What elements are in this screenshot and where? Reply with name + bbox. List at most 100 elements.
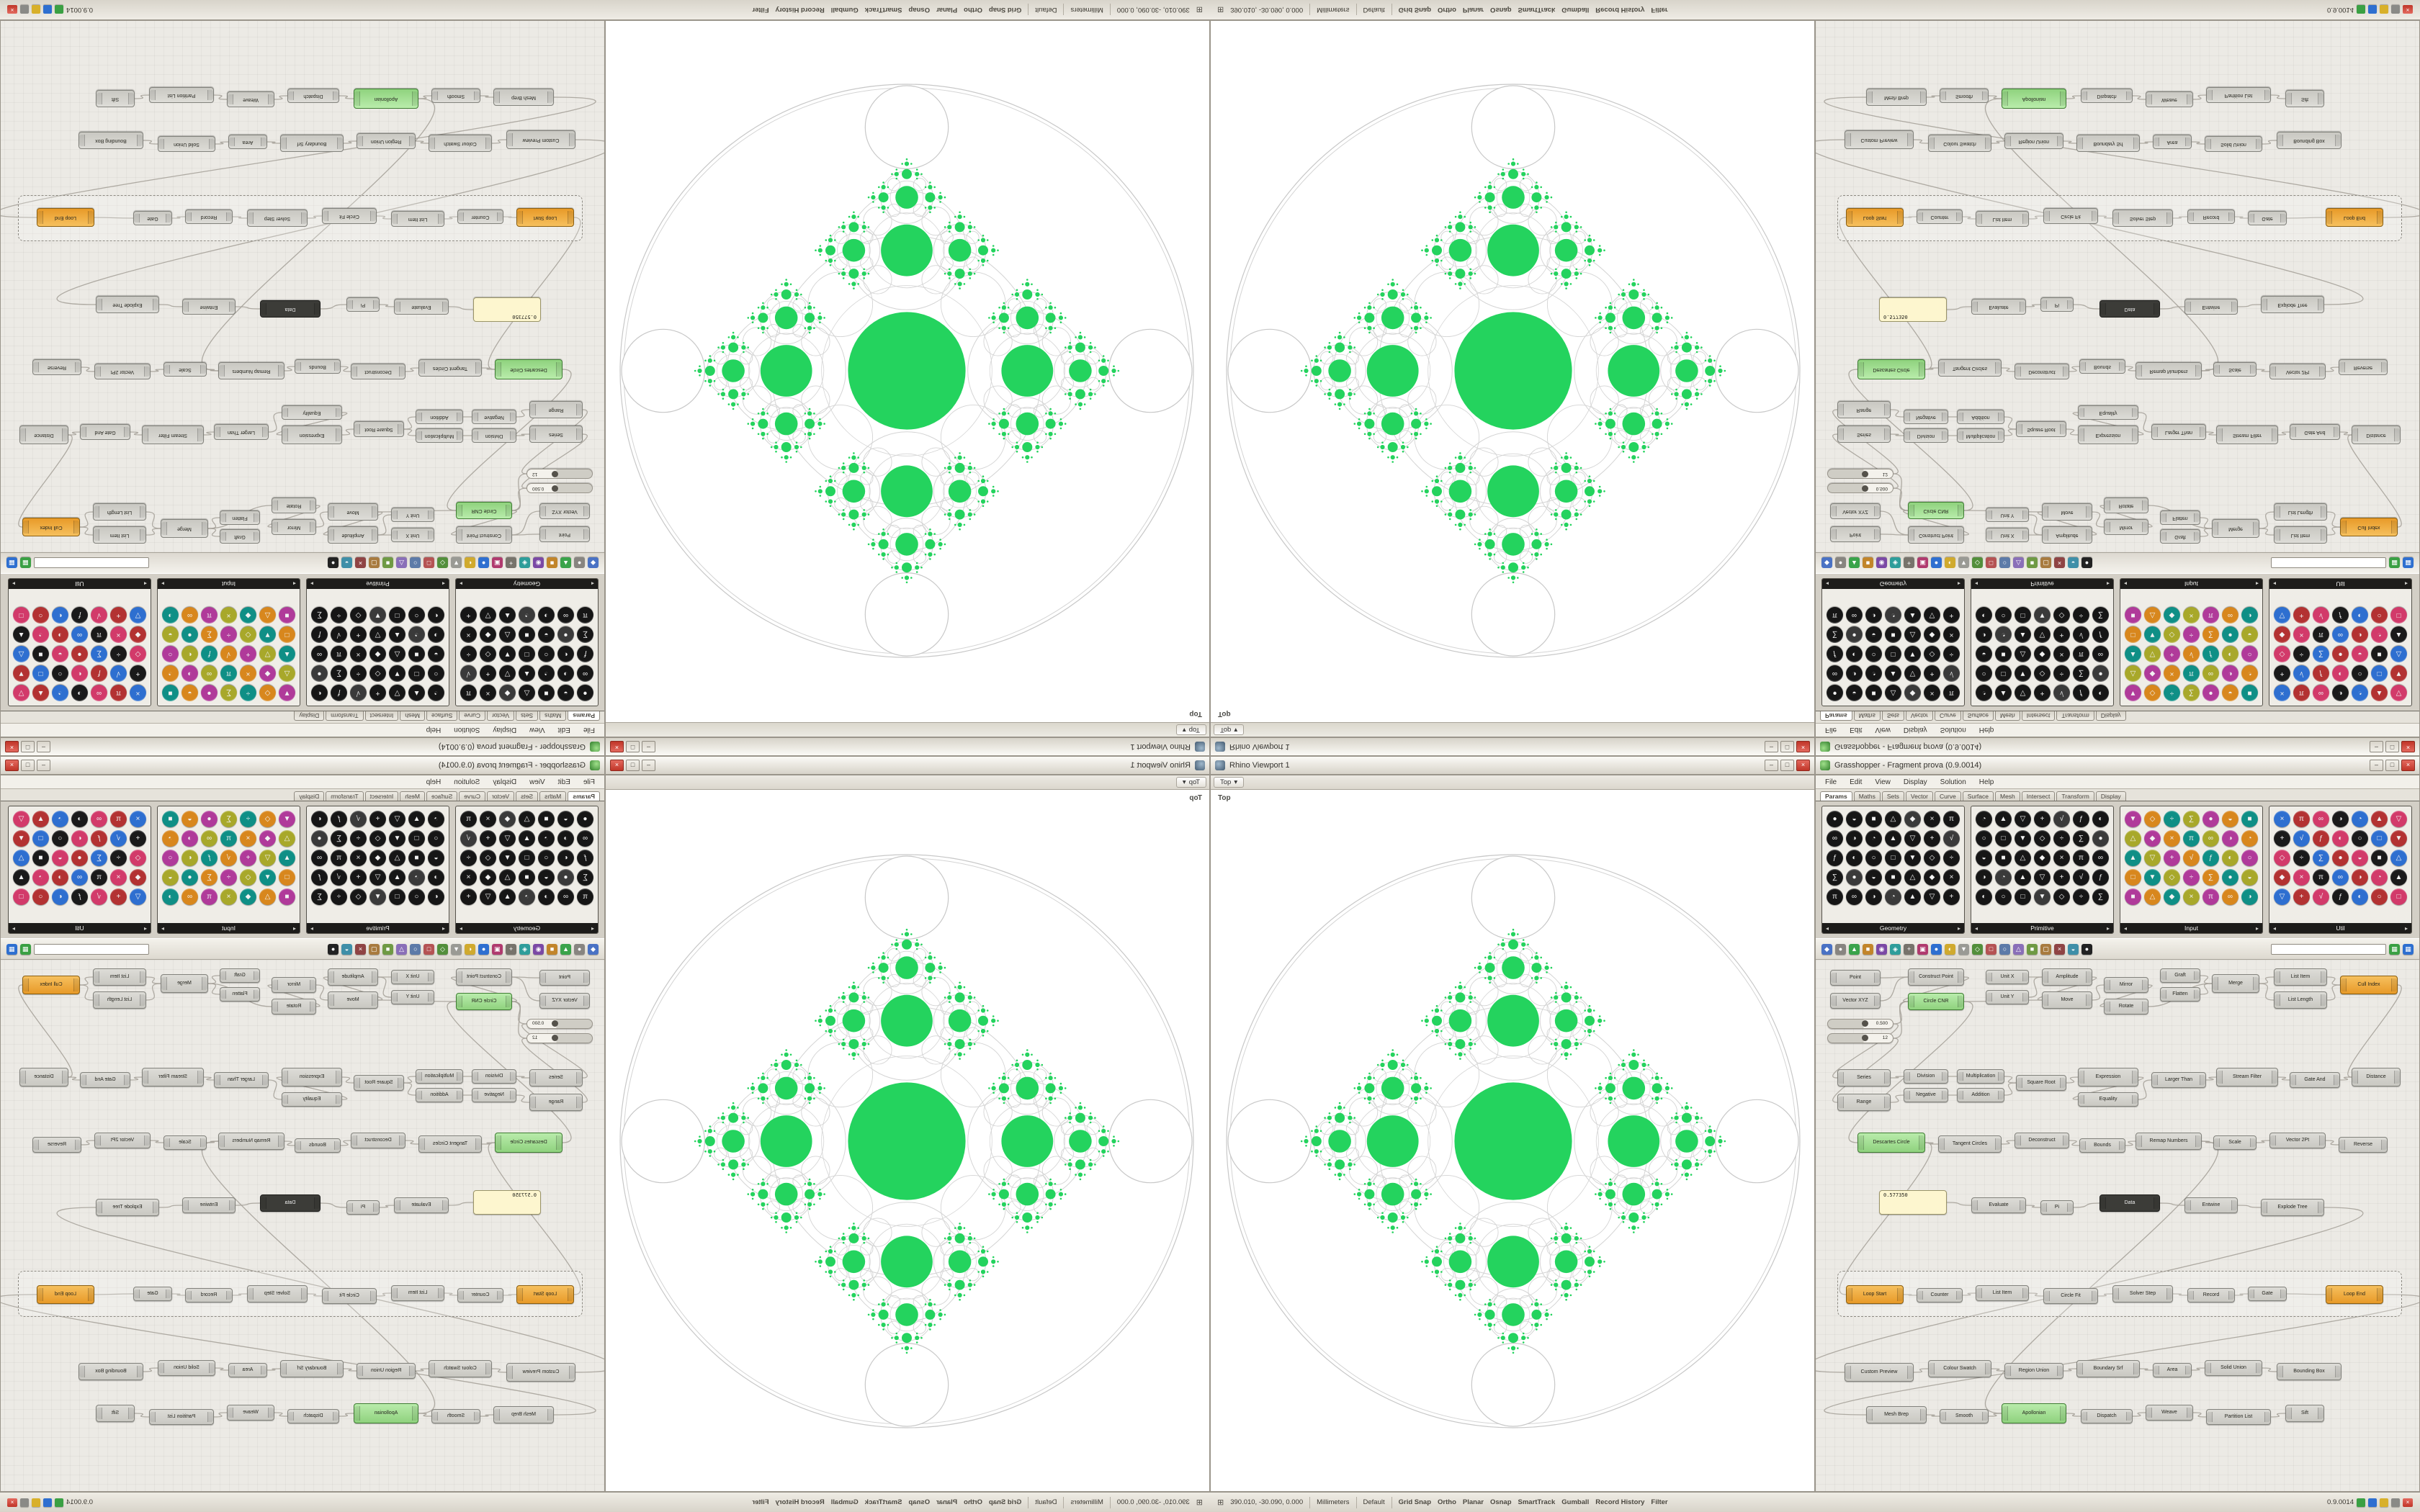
gh-node-0-500[interactable]: 0.500 <box>1827 1019 1894 1029</box>
gh-node-move[interactable]: Move <box>328 503 378 521</box>
component-icon[interactable]: ◑ <box>538 607 555 624</box>
component-icon[interactable]: ▲ <box>13 869 30 886</box>
component-icon[interactable]: + <box>130 665 146 682</box>
component-icon[interactable]: ■ <box>519 869 535 886</box>
viewport-tab-top[interactable]: Top ▾ <box>1175 777 1206 788</box>
gh-node-remap-numbers[interactable]: Remap Numbers <box>2136 362 2202 379</box>
component-icon[interactable]: ◇ <box>480 646 496 662</box>
toolbar-view-button[interactable]: ▦ <box>2389 943 2400 955</box>
component-icon[interactable]: ◆ <box>130 869 146 886</box>
component-icon[interactable]: √ <box>1943 830 1960 847</box>
component-icon[interactable]: × <box>1943 626 1960 643</box>
gh-node-negative[interactable]: Negative <box>472 410 516 424</box>
gh-node-amplitude[interactable]: Amplitude <box>2042 526 2092 544</box>
component-icon[interactable]: ■ <box>2371 646 2388 662</box>
component-icon[interactable]: π <box>220 830 237 847</box>
component-icon[interactable]: × <box>2053 646 2070 662</box>
component-icon[interactable]: □ <box>1885 850 1901 866</box>
component-icon[interactable]: √ <box>2053 685 2070 701</box>
component-icon[interactable]: ● <box>1846 869 1863 886</box>
gh-node-circle-cnr[interactable]: Circle CNR <box>456 993 512 1010</box>
component-icon[interactable]: π <box>201 888 218 905</box>
gh-node-0-500[interactable]: 0.500 <box>526 1019 593 1029</box>
component-icon[interactable]: ƒ <box>201 646 218 662</box>
component-icon[interactable]: ○ <box>1865 646 1882 662</box>
component-icon[interactable]: ∑ <box>331 665 347 682</box>
gh-node-partition-list[interactable]: Partition List <box>2206 1409 2271 1425</box>
gh-node-series[interactable]: Series <box>529 1069 583 1086</box>
toolbar-icon[interactable]: ▼ <box>451 557 462 569</box>
component-icon[interactable]: ● <box>1846 626 1863 643</box>
gh-node-point[interactable]: Point <box>1830 970 1881 986</box>
gh-node-multiplication[interactable]: Multiplication <box>416 1069 463 1084</box>
component-icon[interactable]: ◐ <box>428 607 444 624</box>
gh-canvas[interactable]: Point Vector XYZ 0.500 12 Construct Point Cir… <box>1816 960 2419 1491</box>
toolbar-icon[interactable]: ◐ <box>1945 557 1955 569</box>
component-icon[interactable]: □ <box>2125 626 2141 643</box>
component-icon[interactable]: □ <box>1885 646 1901 662</box>
component-icon[interactable]: ■ <box>1995 850 2012 866</box>
toolbar-icon[interactable]: ○ <box>410 943 421 955</box>
component-icon[interactable]: √ <box>1943 665 1960 682</box>
component-icon[interactable]: ◐ <box>2222 646 2238 662</box>
gh-node-sift[interactable]: Sift <box>96 1405 135 1422</box>
menu-solution[interactable]: Solution <box>1940 726 1966 734</box>
tab-transform[interactable]: Transform <box>2056 791 2094 801</box>
component-icon[interactable]: ◐ <box>1976 888 1992 905</box>
component-icon[interactable]: ◔ <box>2241 665 2258 682</box>
tab-surface[interactable]: Surface <box>426 711 458 721</box>
status-toggle-ortho[interactable]: Ortho <box>964 6 982 14</box>
status-toggle-ortho[interactable]: Ortho <box>964 1498 982 1506</box>
component-icon[interactable]: ▽ <box>1904 665 1921 682</box>
toolbar-icon[interactable]: ◆ <box>588 943 599 955</box>
menu-edit[interactable]: Edit <box>1850 778 1863 786</box>
gh-node-remap-numbers[interactable]: Remap Numbers <box>218 1133 284 1150</box>
component-icon[interactable]: ◒ <box>2241 626 2258 643</box>
gh-node-area[interactable]: Area <box>2153 1363 2192 1377</box>
gh-node-12[interactable]: 12 <box>526 1033 593 1043</box>
component-icon[interactable]: √ <box>220 646 237 662</box>
component-icon[interactable]: ○ <box>428 665 444 682</box>
component-icon[interactable]: ■ <box>32 850 49 866</box>
component-icon[interactable]: ◆ <box>1904 685 1921 701</box>
gh-close-button[interactable]: × <box>2401 760 2415 771</box>
toolbar-icon[interactable]: □ <box>424 557 434 569</box>
toolbar-icon[interactable]: □ <box>1986 943 1996 955</box>
component-icon[interactable]: ∞ <box>311 850 328 866</box>
component-icon[interactable]: ▼ <box>2015 830 2031 847</box>
component-icon[interactable]: ∞ <box>2202 830 2219 847</box>
component-icon[interactable]: ▲ <box>408 811 425 827</box>
gh-node-smooth[interactable]: Smooth <box>431 1409 480 1423</box>
menu-file[interactable]: File <box>1825 726 1837 734</box>
component-icon[interactable]: ◑ <box>1865 888 1882 905</box>
gh-maximize-button[interactable]: □ <box>21 760 35 771</box>
gh-node-construct-point[interactable]: Construct Point <box>456 526 512 544</box>
component-icon[interactable]: ● <box>1827 811 1843 827</box>
component-icon[interactable]: ○ <box>52 665 68 682</box>
gh-node-equality[interactable]: Equality <box>2078 405 2138 420</box>
gh-node-partition-list[interactable]: Partition List <box>149 87 214 103</box>
gh-node-division[interactable]: Division <box>1904 428 1948 443</box>
component-icon[interactable]: ▲ <box>1995 685 2012 701</box>
gh-node-smooth[interactable]: Smooth <box>1940 1409 1989 1423</box>
component-icon[interactable]: □ <box>13 607 30 624</box>
component-icon[interactable]: ÷ <box>2073 888 2089 905</box>
status-icon[interactable] <box>32 1498 40 1507</box>
component-icon[interactable]: ∑ <box>2202 626 2219 643</box>
menu-display[interactable]: Display <box>1903 726 1927 734</box>
component-icon[interactable]: ▲ <box>408 685 425 701</box>
gh-node-solver-step[interactable]: Solver Step <box>247 210 308 227</box>
component-icon[interactable]: ▼ <box>389 830 405 847</box>
gh-node-explode-tree[interactable]: Explode Tree <box>96 1199 159 1216</box>
tab-curve[interactable]: Curve <box>1935 711 1961 721</box>
component-icon[interactable]: π <box>460 811 477 827</box>
gh-node-point[interactable]: Point <box>1830 526 1881 542</box>
viewport-maximize-button[interactable]: □ <box>626 741 640 752</box>
gh-node-gate[interactable]: Gate <box>2248 211 2287 225</box>
gh-node-reverse[interactable]: Reverse <box>32 359 81 375</box>
component-icon[interactable]: ■ <box>279 888 295 905</box>
component-icon[interactable]: ○ <box>538 646 555 662</box>
toolbar-icon[interactable]: ▼ <box>1958 557 1969 569</box>
gh-node-entwine[interactable]: Entwine <box>2184 1197 2238 1213</box>
gh-node-rotate[interactable]: Rotate <box>2104 498 2148 513</box>
